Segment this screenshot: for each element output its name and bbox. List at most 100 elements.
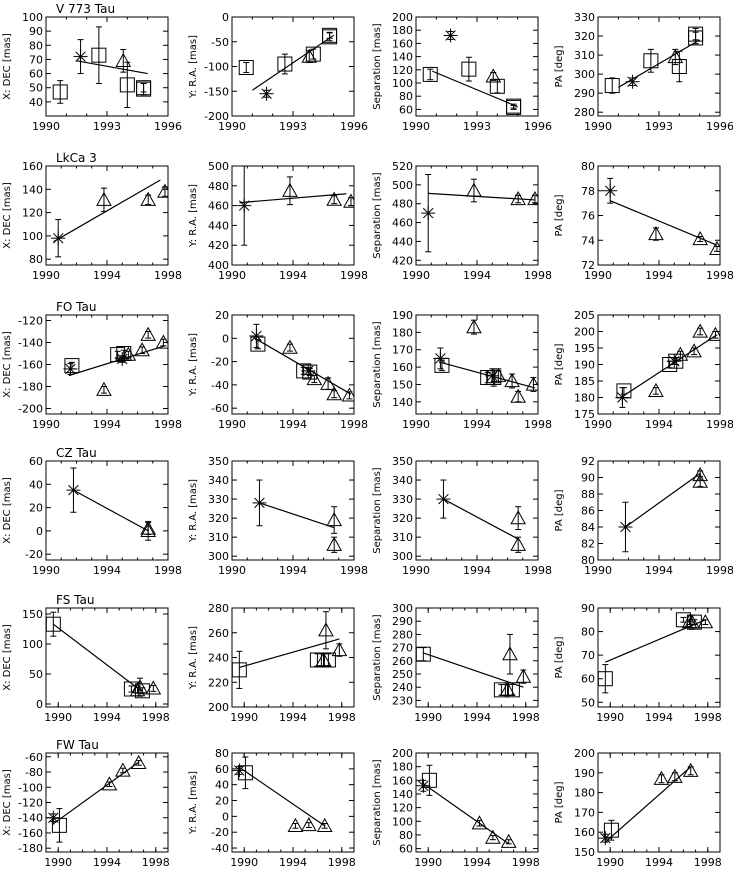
data-point-square (598, 671, 613, 687)
y-tick-label: 80 (399, 90, 413, 103)
data-point-square (119, 77, 135, 93)
data-point-square (232, 662, 247, 678)
y-tick-label: 40 (29, 96, 43, 109)
panel: 1990 1994 1998 400 420 440 460 480 500 Y: R.A. [m… (188, 160, 368, 282)
x-tick-label: 1998 (340, 269, 368, 282)
data-point-triangle (140, 326, 157, 341)
data-point-star (421, 206, 436, 221)
star-stroke (418, 780, 429, 792)
x-tick-label: 1993 (93, 120, 121, 133)
data-point-square (309, 652, 325, 668)
x-tick-label: 1994 (463, 711, 491, 724)
data-point-square (322, 27, 338, 43)
data-point-triangle (130, 754, 147, 769)
y-tick-label: 60 (399, 103, 413, 116)
data-point-triangle (502, 646, 518, 661)
data-point-star (66, 483, 81, 498)
data-point-triangle (471, 815, 488, 830)
y-tick-label: 310 (392, 531, 413, 544)
y-axis-label: Separation [mas] (372, 172, 383, 259)
x-tick-label: 1994 (279, 711, 307, 724)
y-tick-label: 86 (581, 505, 595, 518)
star-stroke (422, 207, 434, 219)
y-tick-label: 80 (399, 829, 413, 842)
data-point-triangle (282, 182, 298, 197)
data-point-triangle (282, 339, 298, 354)
plot-area (604, 26, 704, 94)
data-point-triangle (306, 371, 323, 386)
data-point-star (237, 198, 252, 213)
y-tick-label: 180 (392, 24, 413, 37)
y-tick-label: 280 (208, 602, 229, 615)
x-tick-label: 1996 (706, 120, 733, 133)
y-tick-label: 330 (574, 11, 595, 24)
plot-frame (597, 165, 721, 266)
data-point-triangle (525, 376, 538, 391)
x-tick-label: 1998 (340, 418, 368, 431)
y-tick-label: 185 (574, 375, 595, 388)
y-tick-label: 500 (392, 179, 413, 192)
fit-line (238, 766, 326, 827)
panel: 1990 1994 1998 300 310 320 330 340 350 Y: R.A. [m… (188, 455, 368, 577)
y-axis-label: Y: R.A. [mas] (188, 771, 199, 835)
star-stroke (52, 232, 64, 244)
y-tick-label: 240 (392, 681, 413, 694)
y-tick-label: 300 (392, 602, 413, 615)
y-tick-label: 160 (392, 37, 413, 50)
data-point-triangle (510, 190, 527, 206)
y-axis-label: Y: R.A. [mas] (188, 333, 199, 397)
data-point-square (46, 616, 61, 632)
data-point-triangle (504, 372, 520, 388)
data-point-triangle (301, 48, 318, 63)
data-point-square (250, 336, 266, 352)
y-tick-label: 60 (581, 673, 595, 686)
x-tick-label: 1996 (154, 120, 182, 133)
y-tick-label: 420 (392, 254, 413, 267)
y-tick-label: 76 (581, 210, 595, 223)
data-point-square (489, 78, 505, 94)
data-point-square (604, 78, 620, 94)
y-tick-label: -140 (18, 337, 43, 350)
data-point-star (46, 810, 61, 825)
y-tick-label: -200 (18, 403, 43, 416)
y-tick-label: -80 (25, 766, 43, 779)
plot-frame (231, 752, 355, 853)
y-axis-label: Separation [mas] (372, 614, 383, 701)
x-tick-label: 1990 (218, 564, 246, 577)
x-tick-label: 1994 (645, 269, 673, 282)
y-axis-label: Separation [mas] (372, 759, 383, 846)
x-tick-label: 1998 (694, 711, 722, 724)
data-point-square (136, 80, 152, 96)
y-tick-label: -20 (25, 548, 43, 561)
x-tick-label: 1994 (93, 418, 121, 431)
plot-frame (231, 314, 355, 415)
data-point-square (91, 47, 107, 63)
data-point-square (504, 682, 520, 698)
y-tick-label: 80 (581, 554, 595, 567)
plot-area (421, 173, 538, 253)
y-axis-label: PA [deg] (554, 194, 565, 236)
y-tick-label: -140 (18, 812, 43, 825)
y-tick-label: 480 (208, 180, 229, 193)
x-tick-label: 1990 (402, 564, 430, 577)
y-tick-label: -20 (211, 826, 229, 839)
x-tick-label: 1990 (584, 269, 612, 282)
x-tick-label: 1990 (32, 418, 60, 431)
panel: 1990 1994 1998 -40 -20 0 20 40 60 80 Y: R.A. [mas] (188, 747, 356, 869)
plot-area (237, 166, 354, 246)
y-axis-label: Y: R.A. [mas] (188, 184, 199, 248)
plot-area (416, 764, 517, 848)
data-point-square (305, 46, 321, 62)
y-tick-label: 310 (208, 531, 229, 544)
fit-line (423, 652, 524, 688)
y-tick-label: -60 (211, 402, 229, 415)
y-tick-label: 100 (392, 77, 413, 90)
fit-line (432, 70, 518, 108)
fit-line (239, 638, 340, 668)
y-tick-label: -150 (204, 85, 229, 98)
data-point-star (249, 328, 264, 343)
data-point-triangle (287, 817, 304, 832)
panel: 1990 1993 1996 -200 -150 -100 -50 0 Y: R.A. [mas… (188, 11, 368, 133)
